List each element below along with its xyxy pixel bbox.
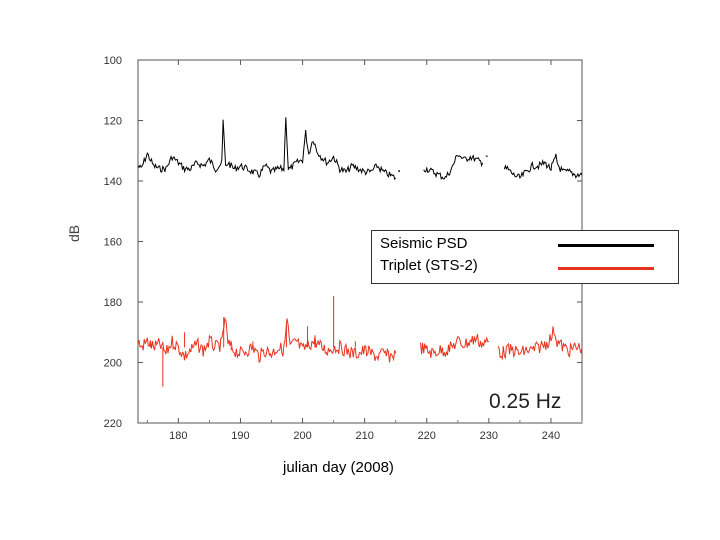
series-1-segment-2 [497, 326, 583, 361]
legend-line-seismic [558, 244, 654, 247]
series-0-segment-2 [423, 154, 484, 181]
x-tick-label: 180 [169, 430, 187, 442]
y-tick-label: 140 [104, 176, 122, 188]
x-axis-label: julian day (2008) [283, 459, 394, 476]
x-tick-label: 230 [480, 430, 498, 442]
y-tick-label: 220 [104, 418, 122, 430]
series-1-segment-0 [137, 316, 397, 363]
x-tick-label: 200 [293, 430, 311, 442]
legend: Seismic PSD Triplet (STS-2) [371, 230, 679, 284]
x-tick-label: 210 [355, 430, 373, 442]
y-tick-label: 180 [104, 297, 122, 309]
y-tick-label: 100 [104, 55, 122, 67]
y-tick-label: 200 [104, 358, 122, 370]
legend-line-triplet [558, 267, 654, 270]
legend-title: Seismic PSD [380, 235, 468, 252]
series-0-segment-3 [485, 155, 488, 158]
y-tick-label: 120 [104, 116, 122, 128]
series-0-segment-0 [137, 117, 397, 180]
y-axis-label: dB [66, 224, 82, 242]
x-tick-label: 220 [418, 430, 436, 442]
series-0-segment-4 [503, 153, 583, 179]
legend-label-triplet: Triplet (STS-2) [380, 257, 478, 274]
x-tick-label: 190 [231, 430, 249, 442]
series-1-segment-1 [420, 333, 490, 359]
series-0-segment-1 [398, 170, 400, 172]
x-tick-label: 240 [542, 430, 560, 442]
y-tick-label: 160 [104, 237, 122, 249]
frequency-annotation: 0.25 Hz [489, 390, 562, 413]
